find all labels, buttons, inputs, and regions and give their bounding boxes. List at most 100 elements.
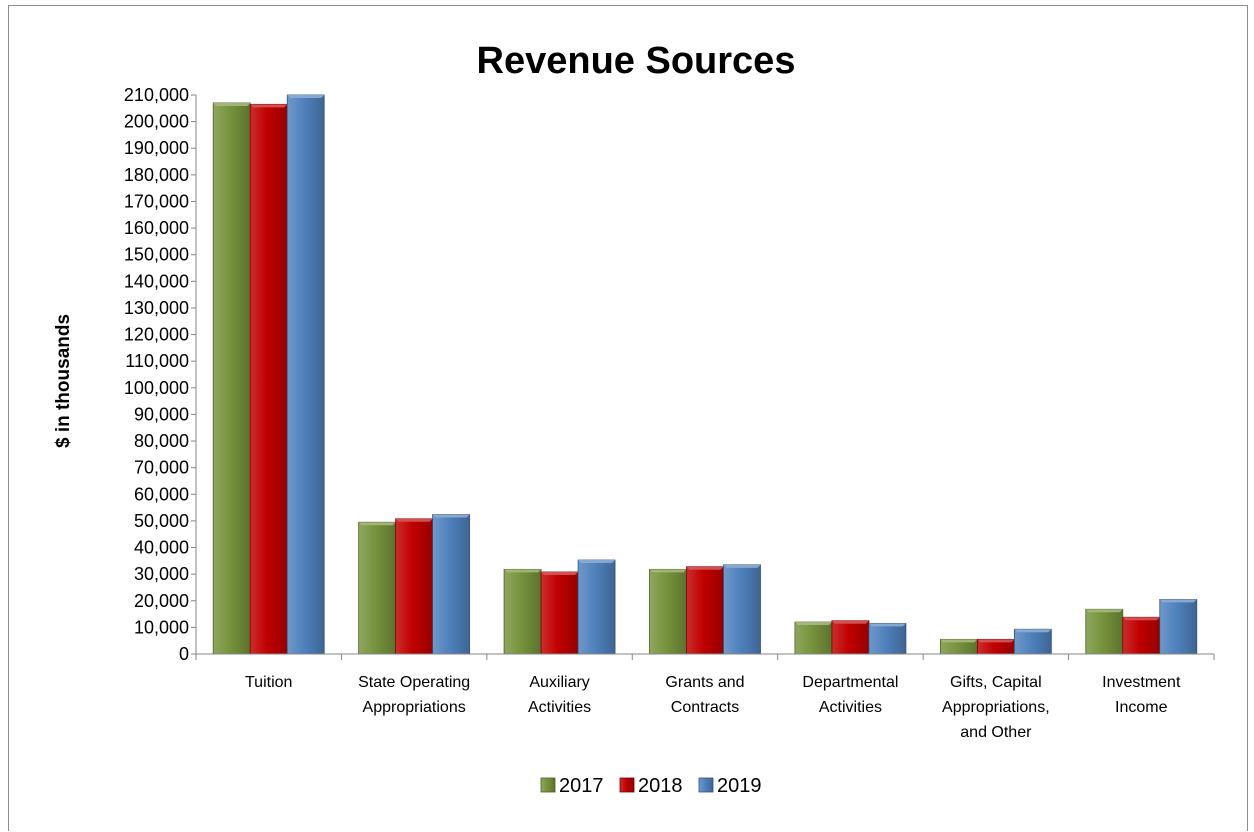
y-tick-label: 120,000 <box>124 325 189 345</box>
bar-bevel <box>1014 629 1052 633</box>
category-label: Tuition <box>245 674 292 691</box>
y-tick-label: 190,000 <box>124 138 189 158</box>
y-tick-label: 180,000 <box>124 165 189 185</box>
bar-body <box>649 568 687 655</box>
bar-body <box>831 620 870 655</box>
y-tick-label: 50,000 <box>134 511 189 531</box>
category-label-line: Contracts <box>671 699 739 716</box>
legend-item-2017: 2017 <box>540 775 604 797</box>
bar-body <box>212 102 251 655</box>
category-label-line: Departmental <box>802 674 898 691</box>
bar-body <box>794 621 833 655</box>
bar-2018 <box>249 103 288 655</box>
bar-body <box>1013 628 1052 655</box>
category-label-line: Auxiliary <box>529 674 589 691</box>
category-label-line: Tuition <box>245 674 292 691</box>
bar-2018 <box>686 566 724 655</box>
bar-series <box>212 94 1198 655</box>
bar-bevel <box>578 560 616 564</box>
category-label-line: Income <box>1115 699 1168 716</box>
bar-bevel <box>686 566 724 570</box>
category-label-line: State Operating <box>358 674 470 691</box>
axes <box>195 95 1215 660</box>
y-tick-label: 140,000 <box>124 271 189 291</box>
bar-bevel <box>940 639 978 643</box>
bar-body <box>249 103 288 655</box>
y-tick-label: 200,000 <box>124 112 189 132</box>
category-label-line: and Other <box>960 724 1032 741</box>
category-label-line: Grants and <box>665 674 744 691</box>
y-tick-label: 150,000 <box>124 245 189 265</box>
bar-body <box>1085 608 1124 655</box>
y-tick-label: 170,000 <box>124 191 189 211</box>
bar-body <box>723 564 761 655</box>
y-tick-label: 0 <box>179 644 189 664</box>
bar-body <box>1159 599 1198 655</box>
y-tick-label: 10,000 <box>134 617 189 637</box>
legend: 2017 2018 2019 <box>540 775 762 797</box>
category-label: Gifts, Capital Appropriations, and Other <box>942 674 1050 741</box>
bar-2019 <box>577 559 616 655</box>
bar-body <box>540 571 579 655</box>
bar-2019 <box>723 564 761 655</box>
bar-bevel <box>358 522 396 526</box>
bar-body <box>286 94 325 655</box>
bar-2019 <box>1013 628 1052 655</box>
bar-bevel <box>649 569 687 573</box>
bar-2017 <box>358 521 397 655</box>
bar-2019 <box>286 94 325 655</box>
legend-label: 2019 <box>717 775 762 797</box>
revenue-chart: Revenue Sources $ in thousands 0 10,000 20… <box>53 40 1215 797</box>
category-label: Investment Income <box>1102 674 1181 716</box>
y-tick-label: 130,000 <box>124 298 189 318</box>
legend-swatch <box>698 777 714 793</box>
bar-bevel <box>432 514 470 518</box>
category-label-line: Activities <box>819 699 882 716</box>
bar-bevel <box>977 639 1015 643</box>
legend-swatch <box>540 777 556 793</box>
bar-body <box>1122 616 1161 655</box>
bar-body <box>432 514 471 655</box>
bar-bevel <box>868 623 906 627</box>
legend-item-2018: 2018 <box>619 775 683 797</box>
y-tick-label: 30,000 <box>134 564 189 584</box>
bar-2019 <box>1159 599 1198 655</box>
y-axis-title: $ in thousands <box>53 314 74 448</box>
chart-title: Revenue Sources <box>477 40 796 82</box>
bar-bevel <box>1085 609 1123 613</box>
bar-bevel <box>541 572 579 576</box>
bar-body <box>868 622 907 655</box>
bar-bevel <box>504 569 542 573</box>
y-tick-label: 20,000 <box>134 591 189 611</box>
y-tick-label: 40,000 <box>134 538 189 558</box>
y-tick-label: 80,000 <box>134 431 189 451</box>
bar-body <box>686 566 724 655</box>
legend-label: 2017 <box>559 775 604 797</box>
bar-bevel <box>1159 599 1197 603</box>
category-label-line: Gifts, Capital <box>950 674 1042 691</box>
bar-2017 <box>503 568 542 655</box>
bar-bevel <box>213 102 251 106</box>
category-label-line: Appropriations, <box>942 699 1050 716</box>
bar-bevel <box>794 622 832 626</box>
bar-bevel <box>723 564 761 568</box>
bar-2017 <box>939 638 978 655</box>
bar-body <box>395 518 434 655</box>
category-labels: Tuition State Operating Appropriations Auxi… <box>245 674 1181 741</box>
bar-body <box>503 568 542 655</box>
bar-bevel <box>831 620 869 624</box>
bar-bevel <box>395 518 433 522</box>
y-tick-label: 210,000 <box>124 85 189 105</box>
legend-swatch <box>619 777 635 793</box>
legend-item-2019: 2019 <box>698 775 762 797</box>
bar-2018 <box>1122 616 1161 655</box>
y-tick-label: 90,000 <box>134 404 189 424</box>
legend-label: 2018 <box>638 775 683 797</box>
y-tick-label: 110,000 <box>125 351 189 371</box>
bar-2018 <box>831 620 870 655</box>
category-label: State Operating Appropriations <box>358 674 470 716</box>
bar-2018 <box>976 638 1015 655</box>
bar-2019 <box>432 514 471 655</box>
category-label: Departmental Activities <box>802 674 898 716</box>
y-axis-ticks: 0 10,000 20,000 30,000 40,000 50,000 60,000 70,… <box>124 85 196 664</box>
